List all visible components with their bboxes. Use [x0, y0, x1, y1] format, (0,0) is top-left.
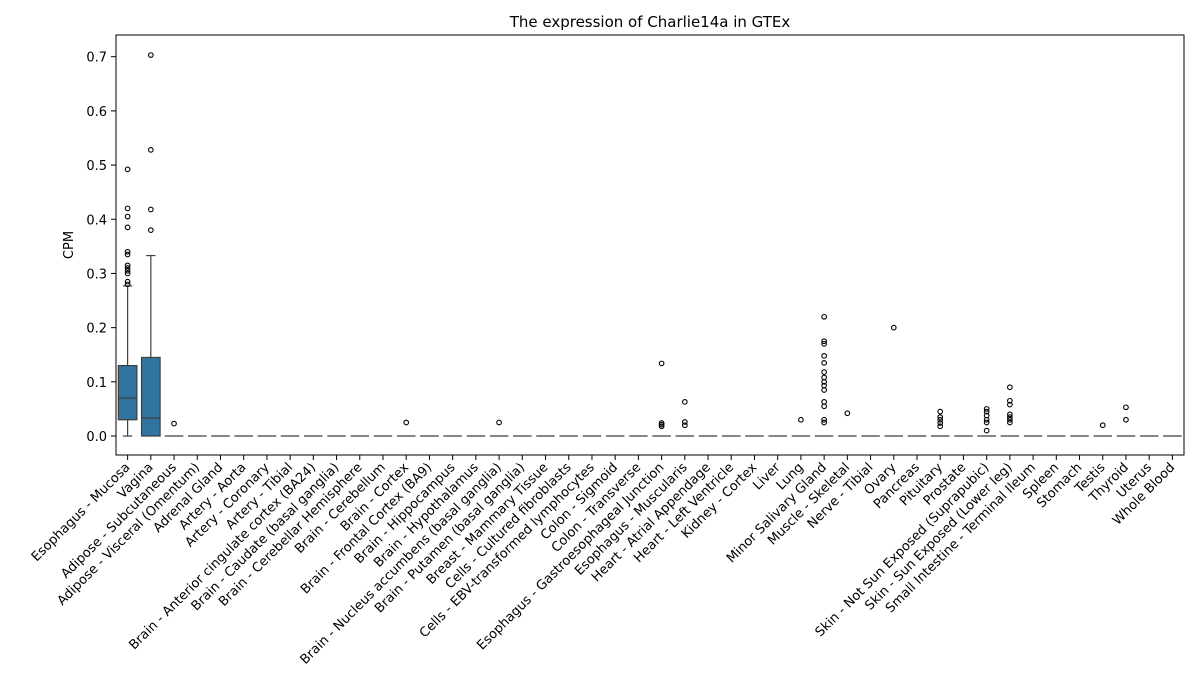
box-group	[1117, 405, 1136, 436]
outlier-point	[822, 315, 827, 320]
outlier-point	[938, 409, 943, 414]
outlier-point	[172, 421, 177, 426]
box-group	[165, 421, 184, 436]
box	[118, 366, 137, 420]
outlier-point	[149, 228, 154, 233]
box-group	[118, 167, 137, 436]
outlier-point	[822, 354, 827, 359]
expression-boxplot-chart: The expression of Charlie14a in GTEx CPM…	[0, 0, 1200, 700]
y-axis-label: CPM	[62, 231, 77, 259]
outlier-point	[891, 325, 896, 330]
plot-frame	[116, 35, 1184, 455]
outlier-point	[659, 361, 664, 366]
outlier-point	[149, 53, 154, 58]
outlier-point	[125, 167, 130, 172]
box-group	[397, 420, 416, 436]
box-group	[142, 53, 161, 436]
y-tick-label: 0.6	[86, 105, 107, 120]
outlier-point	[845, 411, 850, 416]
outlier-point	[1124, 405, 1129, 410]
box-group	[676, 400, 695, 436]
chart-title: The expression of Charlie14a in GTEx	[509, 13, 791, 31]
box-group	[1001, 385, 1020, 436]
box-group	[815, 315, 834, 437]
y-tick-label: 0.3	[86, 267, 107, 282]
outlier-point	[984, 428, 989, 433]
outlier-point	[1124, 417, 1129, 422]
box-group	[931, 409, 950, 436]
y-tick-label: 0.7	[86, 51, 107, 66]
outlier-point	[125, 206, 130, 211]
box-group	[652, 361, 671, 436]
outlier-point	[822, 370, 827, 375]
box-group	[884, 325, 903, 436]
outlier-point	[822, 361, 827, 366]
box	[142, 357, 161, 436]
box-group	[490, 420, 509, 436]
outlier-point	[404, 420, 409, 425]
y-axis: 0.0 0.1 0.2 0.3 0.4 0.5 0.6 0.7	[86, 51, 116, 445]
y-tick-label: 0.0	[86, 430, 107, 445]
plot-area	[118, 53, 1181, 436]
y-tick-label: 0.1	[86, 376, 107, 391]
outlier-point	[125, 214, 130, 219]
y-tick-label: 0.5	[86, 159, 107, 174]
outlier-point	[125, 225, 130, 230]
outlier-point	[683, 400, 688, 405]
outlier-point	[1008, 385, 1013, 390]
outlier-point	[683, 420, 688, 425]
box-group	[977, 407, 996, 436]
outlier-point	[149, 148, 154, 153]
y-tick-label: 0.2	[86, 322, 107, 337]
outlier-point	[497, 420, 502, 425]
box-group	[838, 411, 857, 436]
box-group	[1093, 423, 1112, 436]
outlier-point	[1100, 423, 1105, 428]
outlier-point	[149, 207, 154, 212]
y-tick-label: 0.4	[86, 213, 107, 228]
box-group	[792, 417, 811, 436]
outlier-point	[799, 417, 804, 422]
